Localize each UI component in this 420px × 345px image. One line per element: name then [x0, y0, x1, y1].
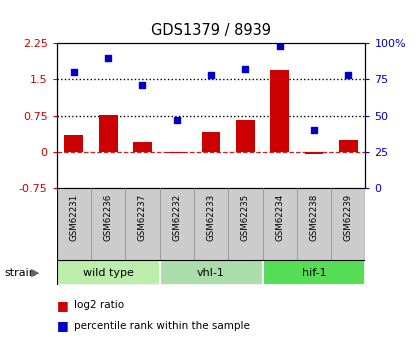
Bar [202, 132, 220, 152]
Text: GSM62238: GSM62238 [310, 194, 318, 241]
Point [345, 72, 352, 78]
Text: GSM62234: GSM62234 [275, 194, 284, 241]
Text: ■: ■ [57, 299, 68, 312]
Text: GSM62235: GSM62235 [241, 194, 250, 241]
Text: ▶: ▶ [31, 268, 39, 277]
Text: vhl-1: vhl-1 [197, 268, 225, 277]
Bar [57, 260, 160, 285]
Bar [64, 135, 83, 152]
Text: GSM62237: GSM62237 [138, 194, 147, 241]
Point [173, 117, 180, 123]
Bar [270, 70, 289, 152]
Point [276, 43, 283, 49]
Point [105, 55, 112, 60]
Text: wild type: wild type [83, 268, 134, 277]
Bar [304, 152, 323, 154]
Point [242, 67, 249, 72]
Bar [339, 140, 358, 152]
Text: GSM62233: GSM62233 [207, 194, 215, 241]
Bar [99, 115, 118, 152]
Bar [133, 142, 152, 152]
Text: GSM62236: GSM62236 [104, 194, 113, 241]
Text: GSM62239: GSM62239 [344, 194, 353, 241]
Text: percentile rank within the sample: percentile rank within the sample [74, 321, 249, 331]
Point [139, 82, 146, 88]
Bar [236, 120, 255, 152]
Point [208, 72, 215, 78]
Text: GDS1379 / 8939: GDS1379 / 8939 [151, 23, 271, 38]
Text: ■: ■ [57, 319, 68, 333]
Bar [160, 260, 262, 285]
Text: GSM62231: GSM62231 [69, 194, 79, 241]
Point [71, 69, 77, 75]
Text: hif-1: hif-1 [302, 268, 326, 277]
Bar [262, 260, 365, 285]
Text: log2 ratio: log2 ratio [74, 300, 123, 310]
Bar [167, 152, 186, 153]
Point [310, 127, 318, 133]
Text: strain: strain [4, 268, 36, 277]
Text: GSM62232: GSM62232 [172, 194, 181, 241]
